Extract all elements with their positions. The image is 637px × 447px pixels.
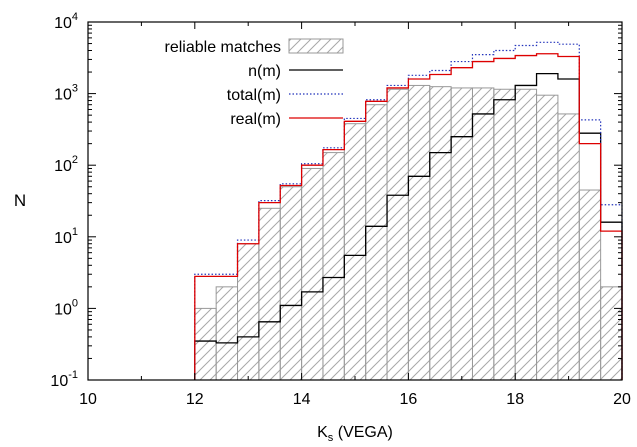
series-line-totalm <box>194 41 623 380</box>
histogram-bar <box>493 88 516 381</box>
histogram-bar <box>194 307 217 381</box>
y-tick-label: 100 <box>54 297 78 318</box>
x-tick-label: 12 <box>186 391 204 408</box>
histogram-bar <box>386 88 409 381</box>
x-tick-label: 20 <box>613 391 631 408</box>
histogram-bar <box>557 113 580 381</box>
histogram-bar <box>471 87 495 381</box>
y-axis-ticks: 10-1 100 101 102 103 104 <box>50 11 622 390</box>
y-tick-label: 10-1 <box>50 369 78 390</box>
histogram-bar <box>343 123 367 381</box>
histogram-bar <box>429 86 452 381</box>
reliable-matches-bars <box>194 84 623 381</box>
histogram-bar <box>322 152 345 381</box>
y-tick-label: 103 <box>54 83 78 104</box>
histogram-bar <box>536 94 559 381</box>
x-tick-label: 18 <box>506 391 524 408</box>
step-lines <box>194 41 623 380</box>
x-tick-label: 16 <box>400 391 418 408</box>
series-line-realm <box>194 53 623 380</box>
x-tick-label: 14 <box>293 391 311 408</box>
histogram-bar <box>600 286 623 381</box>
legend-label: real(m) <box>230 111 281 128</box>
histogram-bar <box>237 243 260 381</box>
histogram-bar <box>215 286 239 381</box>
x-tick-label: 10 <box>79 391 97 408</box>
histogram-bar <box>301 167 324 381</box>
histogram-bar <box>450 87 473 381</box>
histogram-bar <box>365 104 388 381</box>
legend-label: total(m) <box>227 87 281 104</box>
legend: reliable matches n(m) total(m) real(m) <box>165 38 344 128</box>
series-line-nm <box>194 72 623 380</box>
y-tick-label: 101 <box>54 226 78 247</box>
legend-swatch-hatched <box>288 38 344 54</box>
histogram-bar <box>279 186 303 381</box>
histogram-bar <box>514 88 538 381</box>
y-axis-label: N <box>14 191 26 210</box>
legend-label: n(m) <box>248 63 281 80</box>
legend-label: reliable matches <box>165 39 282 56</box>
y-tick-label: 104 <box>54 11 78 32</box>
histogram-bar <box>578 189 602 381</box>
histogram-bar <box>407 84 431 381</box>
y-tick-label: 102 <box>54 154 78 175</box>
x-axis-ticks: 10 12 14 16 18 20 <box>79 22 631 408</box>
x-axis-label: Ks (VEGA) <box>317 424 393 442</box>
histogram-bar <box>258 207 281 381</box>
